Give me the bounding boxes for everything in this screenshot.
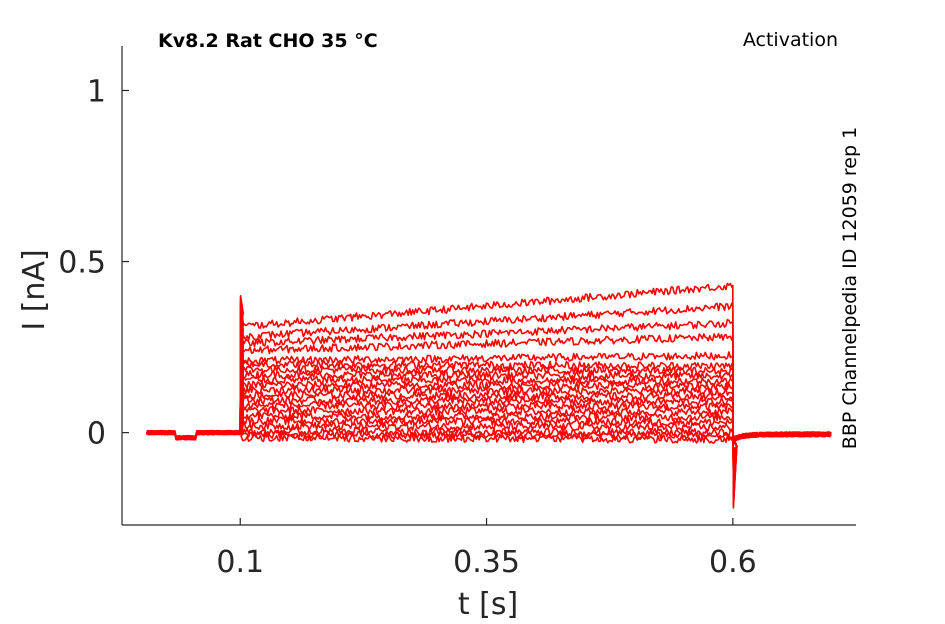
- current-trace-6: [146, 325, 832, 466]
- current-trace-16: [146, 305, 832, 495]
- current-trace-14: [145, 309, 832, 489]
- y-tick-label: 0: [87, 417, 106, 452]
- y-axis-label: I [nA]: [17, 249, 52, 330]
- current-trace-18: [146, 301, 832, 500]
- current-trace-8: [146, 321, 832, 471]
- y-tick-label: 0.5: [58, 246, 106, 281]
- x-ticks: 0.1 0.35 0.6: [216, 518, 757, 580]
- y-ticks: 00.51: [58, 74, 129, 452]
- current-trace-21: [146, 282, 832, 509]
- current-trace-7: [146, 323, 832, 468]
- x-axis-label: t [s]: [458, 587, 518, 622]
- current-trace-13: [145, 311, 832, 486]
- current-trace-15: [146, 307, 831, 492]
- x-tick-label: 0.1: [216, 545, 264, 580]
- current-trace-12: [146, 313, 832, 483]
- y-tick-label: 1: [87, 74, 106, 109]
- side-label: BBP Channelpedia ID 12059 rep 1: [839, 127, 861, 449]
- x-tick-label: 0.35: [453, 545, 520, 580]
- current-traces: [145, 282, 832, 509]
- current-trace-3: [146, 331, 832, 457]
- current-trace-17: [146, 303, 832, 498]
- chart-title: Kv8.2 Rat CHO 35 °C: [158, 30, 378, 52]
- x-tick-label: 0.6: [709, 545, 757, 580]
- current-trace-20: [145, 297, 832, 506]
- chart-subtitle: Activation: [743, 29, 838, 51]
- current-trace-11: [146, 315, 832, 480]
- current-trace-19: [146, 299, 832, 503]
- current-trace-4: [146, 329, 832, 460]
